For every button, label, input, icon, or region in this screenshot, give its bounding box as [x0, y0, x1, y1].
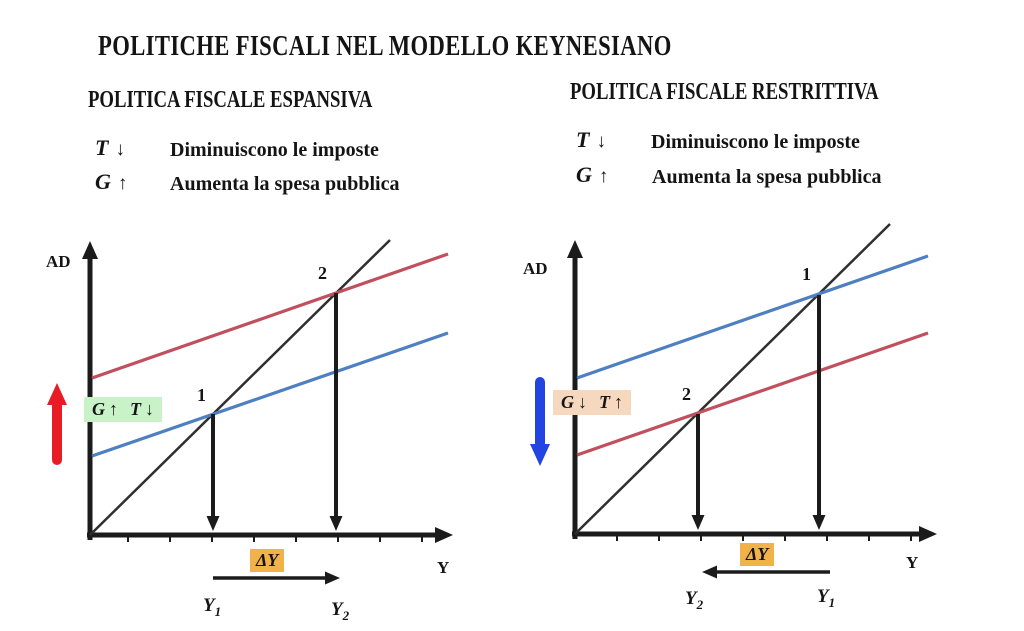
right-x-axis-ticks — [616, 534, 912, 541]
left-note2-text: Aumenta la spesa pubblica — [170, 173, 400, 195]
left-y-axis-label: AD — [46, 252, 71, 271]
right-point2-label: 2 — [682, 384, 691, 404]
right-x-axis-label: Y — [906, 553, 919, 572]
left-note1-var: T — [95, 135, 109, 160]
left-y1-label: Y1 — [203, 595, 221, 620]
right-y2-base: Y — [685, 588, 697, 609]
right-ad-line-initial-blue — [576, 254, 929, 380]
right-delta-y-badge: ΔY — [740, 543, 775, 566]
left-y2-base: Y — [331, 599, 343, 620]
right-note1-text: Diminuiscono le imposte — [651, 131, 860, 153]
left-ad-line-initial-blue — [91, 331, 449, 458]
left-x-axis-ticks — [127, 535, 423, 542]
right-badge-t: T — [599, 392, 610, 412]
left-y2-sub: 2 — [342, 607, 350, 623]
right-note2-var: G — [576, 162, 592, 187]
left-badge-g-arrow-icon: ↑ — [109, 399, 118, 419]
right-45deg-line — [574, 223, 891, 535]
right-y-axis-label: AD — [523, 259, 548, 278]
left-y1-sub: 1 — [214, 603, 222, 619]
right-point1-label: 1 — [802, 264, 811, 284]
left-delta-y-badge: ΔY — [250, 549, 285, 572]
right-y1-base: Y — [817, 586, 829, 607]
right-note1-symbol: T ↓ — [576, 127, 606, 153]
left-note1-arrow-icon: ↓ — [115, 139, 125, 160]
left-note1-text: Diminuiscono le imposte — [170, 139, 379, 161]
left-x-axis-label: Y — [437, 558, 450, 577]
left-45deg-line — [89, 239, 391, 536]
right-y1-sub: 1 — [828, 594, 836, 610]
left-point2-label: 2 — [318, 263, 327, 283]
left-point1-label: 1 — [197, 385, 206, 405]
left-badge-g: G — [92, 399, 105, 419]
right-badge-g-arrow-icon: ↓ — [578, 392, 587, 412]
left-shift-badge: G ↑ T ↓ — [84, 397, 162, 422]
left-panel-heading: POLITICA FISCALE ESPANSIVA — [88, 87, 373, 113]
right-note1-var: T — [576, 127, 590, 152]
left-y1-base: Y — [203, 595, 215, 616]
left-badge-t-arrow-icon: ↓ — [145, 399, 154, 419]
left-note2-symbol: G ↑ — [95, 169, 127, 195]
left-note2-var: G — [95, 169, 111, 194]
right-note1-arrow-icon: ↓ — [596, 131, 606, 152]
right-y2-label: Y2 — [685, 588, 703, 613]
right-badge-g: G — [561, 392, 574, 412]
right-badge-t-arrow-icon: ↑ — [614, 392, 623, 412]
right-ad-line-new-red — [576, 331, 929, 457]
left-badge-t: T — [130, 399, 141, 419]
right-panel-heading: POLITICA FISCALE RESTRITTIVA — [570, 79, 879, 105]
right-note2-text: Aumenta la spesa pubblica — [652, 166, 882, 188]
right-y1-label: Y1 — [817, 586, 835, 611]
page-title: POLITICHE FISCALI NEL MODELLO KEYNESIANO — [98, 30, 672, 62]
left-note1-symbol: T ↓ — [95, 135, 125, 161]
right-shift-badge: G ↓ T ↑ — [553, 390, 631, 415]
right-y2-sub: 2 — [696, 596, 704, 612]
right-note2-arrow-icon: ↑ — [598, 166, 609, 187]
left-ad-line-new-red — [91, 252, 449, 380]
left-y2-label: Y2 — [331, 599, 349, 624]
right-note2-symbol: G ↑ — [576, 162, 608, 188]
left-note2-arrow-icon: ↑ — [117, 173, 128, 194]
